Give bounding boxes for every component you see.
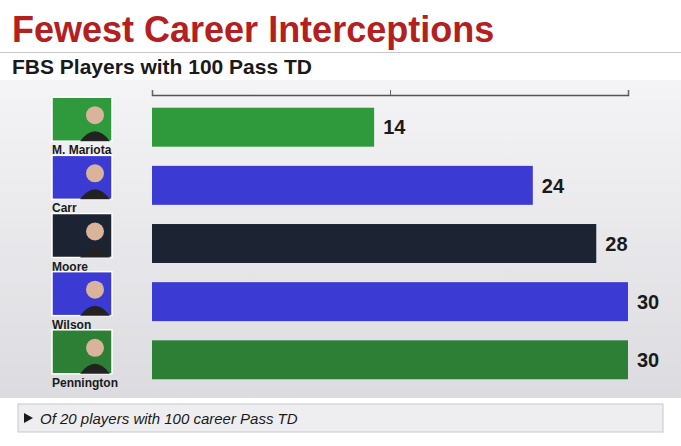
- divider: [0, 52, 681, 53]
- category-labels: M. MariotaCarrMooreWilsonPennington: [52, 97, 118, 390]
- footer-arrow: [24, 413, 33, 423]
- bars: [152, 108, 628, 380]
- tick: [628, 90, 629, 95]
- data-labels: 14 24 28 30 30: [383, 116, 659, 371]
- bar: [152, 282, 628, 321]
- badge-body: [80, 131, 110, 141]
- bar: [152, 108, 374, 147]
- badge-head: [86, 339, 104, 357]
- badge-body: [80, 364, 110, 374]
- bar: [152, 340, 628, 379]
- category-label: Pennington: [52, 376, 118, 390]
- axis-line: [153, 90, 629, 96]
- tick: [152, 90, 153, 95]
- data-label: 24: [542, 175, 565, 197]
- badge-box: [52, 214, 112, 258]
- bar: [152, 166, 533, 205]
- badge-box: [52, 272, 112, 316]
- tick-mark: [152, 90, 153, 95]
- plot-background: [0, 80, 681, 398]
- badge-head: [86, 106, 104, 124]
- player-badge: [52, 97, 112, 141]
- footer-background: [0, 398, 681, 446]
- player-badge: [52, 214, 112, 258]
- player-badge: [52, 155, 112, 199]
- tick: [390, 90, 391, 95]
- chart: Fewest Career Interceptions FBS Players w…: [0, 0, 681, 446]
- badge-head: [86, 223, 104, 241]
- badge-box: [52, 155, 112, 199]
- badge-body: [80, 248, 110, 258]
- tick-mark: [390, 90, 391, 95]
- annotation: Of 20 players with 100 career Pass TD: [40, 410, 298, 427]
- data-label: 28: [605, 233, 627, 255]
- footer-band: [18, 404, 663, 432]
- data-label: 30: [637, 349, 659, 371]
- title: Fewest Career Interceptions: [12, 9, 494, 50]
- bar: [152, 224, 596, 263]
- tick-mark: [628, 90, 629, 95]
- background: [0, 0, 681, 446]
- x-axis: [153, 90, 629, 96]
- badge-body: [80, 189, 110, 199]
- player-badge: [52, 330, 112, 374]
- data-label: 14: [383, 116, 406, 138]
- badge-box: [52, 97, 112, 141]
- badge-head: [86, 281, 104, 299]
- subtitle: FBS Players with 100 Pass TD: [12, 55, 312, 78]
- data-label: 30: [637, 291, 659, 313]
- player-badge: [52, 272, 112, 316]
- badge-box: [52, 330, 112, 374]
- badge-body: [80, 306, 110, 316]
- badge-head: [86, 164, 104, 182]
